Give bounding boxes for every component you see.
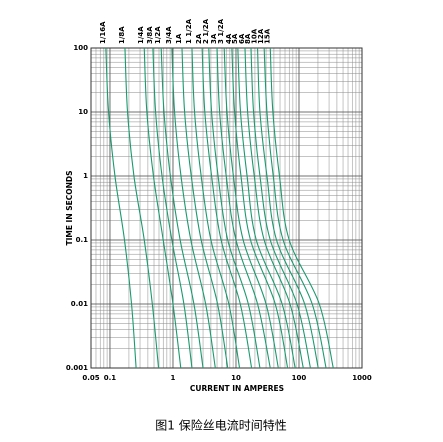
fuse-curve — [124, 47, 160, 369]
series-label: 6A — [238, 33, 246, 44]
fuse-curve — [231, 47, 289, 369]
fuse-curve — [181, 47, 229, 369]
series-label: 3 1/2A — [217, 18, 225, 44]
y-tick-label: 1 — [83, 172, 88, 180]
fuse-curve — [250, 47, 311, 369]
fuse-curve — [143, 47, 182, 369]
caption: 图1 保险丝电流时间特性 — [155, 418, 286, 433]
plot-frame — [90, 47, 363, 369]
series-label: 1/4A — [137, 26, 145, 44]
series-label: 1/8A — [118, 26, 126, 44]
series-label: 1/2A — [154, 26, 162, 44]
fuse-curve — [237, 47, 296, 369]
series-label: 4A — [225, 33, 233, 44]
x-tick-label: 0.05 — [82, 374, 99, 382]
series-label: 1 1/2A — [185, 18, 193, 44]
fuse-curve — [223, 47, 279, 369]
fuse-curve — [171, 47, 216, 369]
series-label: 3/4A — [165, 26, 173, 44]
y-tick-label: 0.1 — [76, 236, 89, 244]
series-label: 3A — [210, 33, 218, 44]
x-tick-label: 1000 — [352, 374, 372, 382]
y-tick-label: 0.001 — [66, 364, 88, 372]
fuse-curve — [244, 47, 304, 369]
x-tick-label: 10 — [231, 374, 241, 382]
series-label: 1A — [175, 33, 183, 44]
series-label: 12A — [257, 28, 265, 44]
y-tick-label: 0.01 — [71, 300, 88, 308]
fuse-curve — [160, 47, 204, 369]
y-tick-label: 10 — [78, 108, 88, 116]
fuse-curve — [216, 47, 271, 369]
x-tick-label: 1 — [171, 374, 176, 382]
x-axis-label: CURRENT IN AMPERES — [190, 384, 284, 393]
fuse-curve — [191, 47, 241, 369]
fuse-curve — [263, 47, 327, 369]
fuse-curve — [152, 47, 193, 369]
series-label: 1/16A — [99, 21, 107, 44]
series-label: 2A — [195, 33, 203, 44]
series-label: 8A — [244, 33, 252, 44]
fuse-curve — [208, 47, 261, 369]
fuse-curve — [257, 47, 319, 369]
series-label: 5A — [231, 33, 239, 44]
series-label: 10A — [251, 28, 259, 44]
x-tick-label: 100 — [292, 374, 307, 382]
fuse-curve — [105, 47, 137, 369]
x-tick-label: 0.1 — [104, 374, 117, 382]
series-label: 15A — [263, 28, 271, 44]
y-axis-label: TIME IN SECONDS — [65, 170, 74, 245]
fuse-curve — [201, 47, 253, 369]
series-label: 3/8A — [146, 26, 154, 44]
fuse-curve — [269, 47, 334, 369]
y-tick-label: 100 — [73, 44, 88, 52]
series-label: 2 1/2A — [202, 18, 210, 44]
